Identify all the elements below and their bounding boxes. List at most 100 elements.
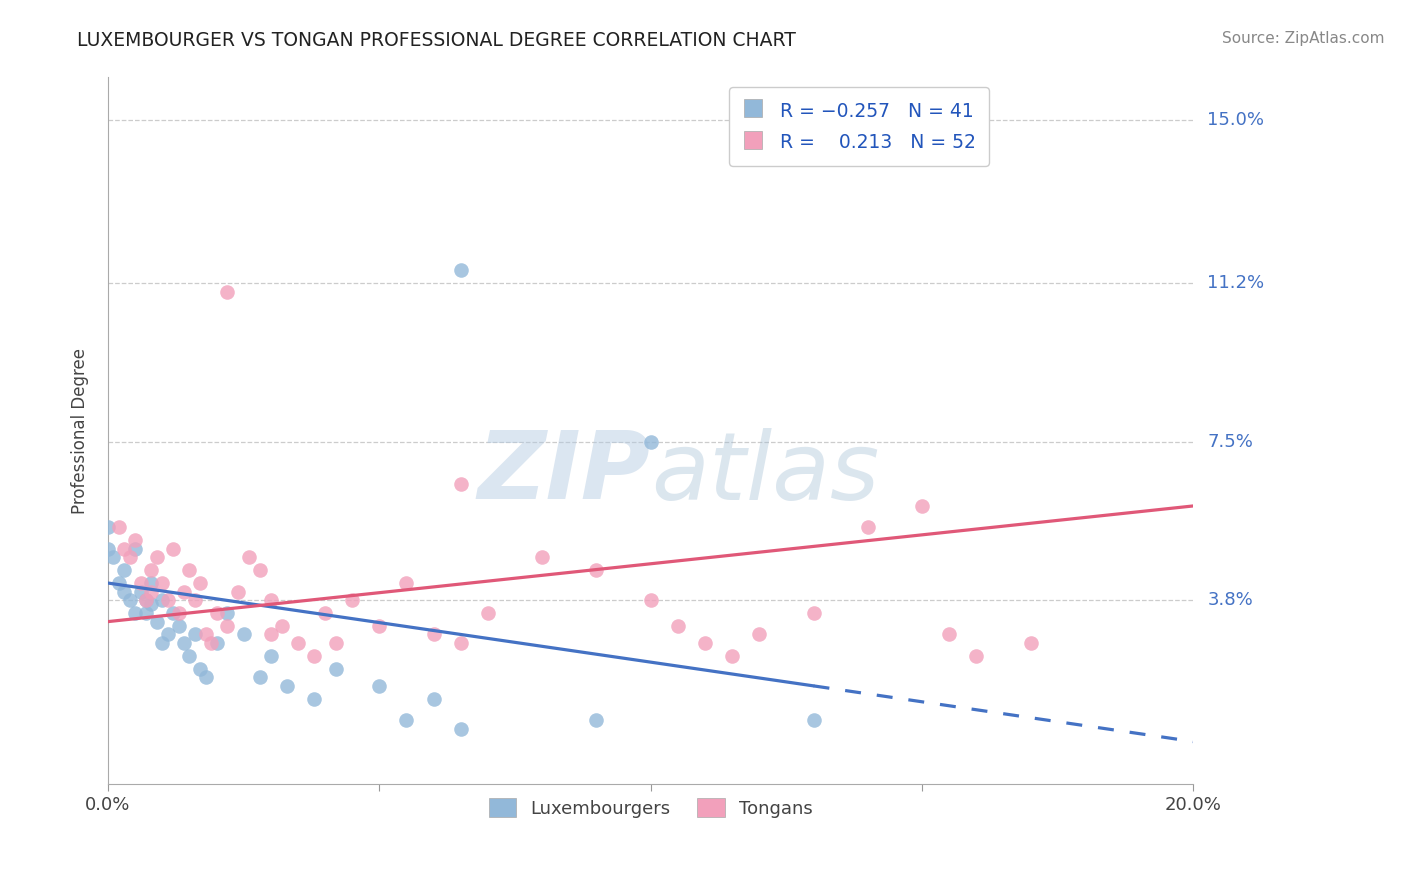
Point <box>450 636 472 650</box>
Point <box>640 434 662 449</box>
Point <box>477 606 499 620</box>
Point <box>803 713 825 727</box>
Point <box>585 563 607 577</box>
Point <box>188 576 211 591</box>
Point <box>938 627 960 641</box>
Point <box>135 606 157 620</box>
Point <box>97 541 120 556</box>
Text: 11.2%: 11.2% <box>1208 274 1264 292</box>
Point <box>721 648 744 663</box>
Point <box>108 576 131 591</box>
Point <box>173 584 195 599</box>
Point <box>167 606 190 620</box>
Point <box>179 648 201 663</box>
Point <box>184 593 207 607</box>
Point <box>640 593 662 607</box>
Point <box>200 636 222 650</box>
Point <box>450 477 472 491</box>
Point <box>129 584 152 599</box>
Point <box>217 285 239 299</box>
Point <box>97 520 120 534</box>
Point <box>108 520 131 534</box>
Point <box>103 550 125 565</box>
Text: Source: ZipAtlas.com: Source: ZipAtlas.com <box>1222 31 1385 46</box>
Point <box>150 636 173 650</box>
Point <box>666 619 689 633</box>
Point <box>531 550 554 565</box>
Point <box>395 713 418 727</box>
Point <box>342 593 364 607</box>
Point <box>156 627 179 641</box>
Point <box>118 550 141 565</box>
Point <box>238 550 260 565</box>
Point <box>188 662 211 676</box>
Text: atlas: atlas <box>651 428 879 519</box>
Point <box>162 606 184 620</box>
Point <box>965 648 987 663</box>
Point <box>156 593 179 607</box>
Point <box>184 627 207 641</box>
Point <box>585 713 607 727</box>
Point <box>205 606 228 620</box>
Point <box>150 576 173 591</box>
Point <box>135 593 157 607</box>
Point <box>112 541 135 556</box>
Y-axis label: Professional Degree: Professional Degree <box>72 348 89 514</box>
Point <box>302 691 325 706</box>
Point <box>118 593 141 607</box>
Point <box>314 606 336 620</box>
Point <box>141 576 163 591</box>
Point <box>217 606 239 620</box>
Point <box>450 263 472 277</box>
Point <box>173 636 195 650</box>
Point <box>911 499 934 513</box>
Point <box>217 619 239 633</box>
Point <box>450 722 472 736</box>
Point <box>422 627 444 641</box>
Point <box>856 520 879 534</box>
Point <box>150 593 173 607</box>
Point <box>167 619 190 633</box>
Point <box>287 636 309 650</box>
Point <box>693 636 716 650</box>
Point <box>162 541 184 556</box>
Point <box>368 679 391 693</box>
Point <box>260 593 283 607</box>
Point <box>141 584 163 599</box>
Point <box>748 627 770 641</box>
Point <box>276 679 298 693</box>
Point <box>395 576 418 591</box>
Point <box>205 636 228 650</box>
Point <box>194 670 217 684</box>
Point <box>146 550 169 565</box>
Point <box>232 627 254 641</box>
Point <box>146 615 169 629</box>
Text: ZIP: ZIP <box>478 427 651 519</box>
Legend: Luxembourgers, Tongans: Luxembourgers, Tongans <box>481 791 820 825</box>
Point <box>179 563 201 577</box>
Text: 3.8%: 3.8% <box>1208 591 1253 609</box>
Point <box>112 563 135 577</box>
Point <box>124 533 146 548</box>
Point <box>368 619 391 633</box>
Point <box>112 584 135 599</box>
Text: LUXEMBOURGER VS TONGAN PROFESSIONAL DEGREE CORRELATION CHART: LUXEMBOURGER VS TONGAN PROFESSIONAL DEGR… <box>77 31 796 50</box>
Point <box>302 648 325 663</box>
Point <box>260 627 283 641</box>
Point <box>124 541 146 556</box>
Point <box>422 691 444 706</box>
Point <box>270 619 292 633</box>
Point <box>135 593 157 607</box>
Text: 7.5%: 7.5% <box>1208 433 1253 450</box>
Point <box>194 627 217 641</box>
Point <box>249 670 271 684</box>
Point <box>803 606 825 620</box>
Point <box>124 606 146 620</box>
Point <box>325 636 347 650</box>
Point <box>260 648 283 663</box>
Point <box>249 563 271 577</box>
Point <box>129 576 152 591</box>
Point <box>1019 636 1042 650</box>
Point <box>226 584 249 599</box>
Text: 15.0%: 15.0% <box>1208 112 1264 129</box>
